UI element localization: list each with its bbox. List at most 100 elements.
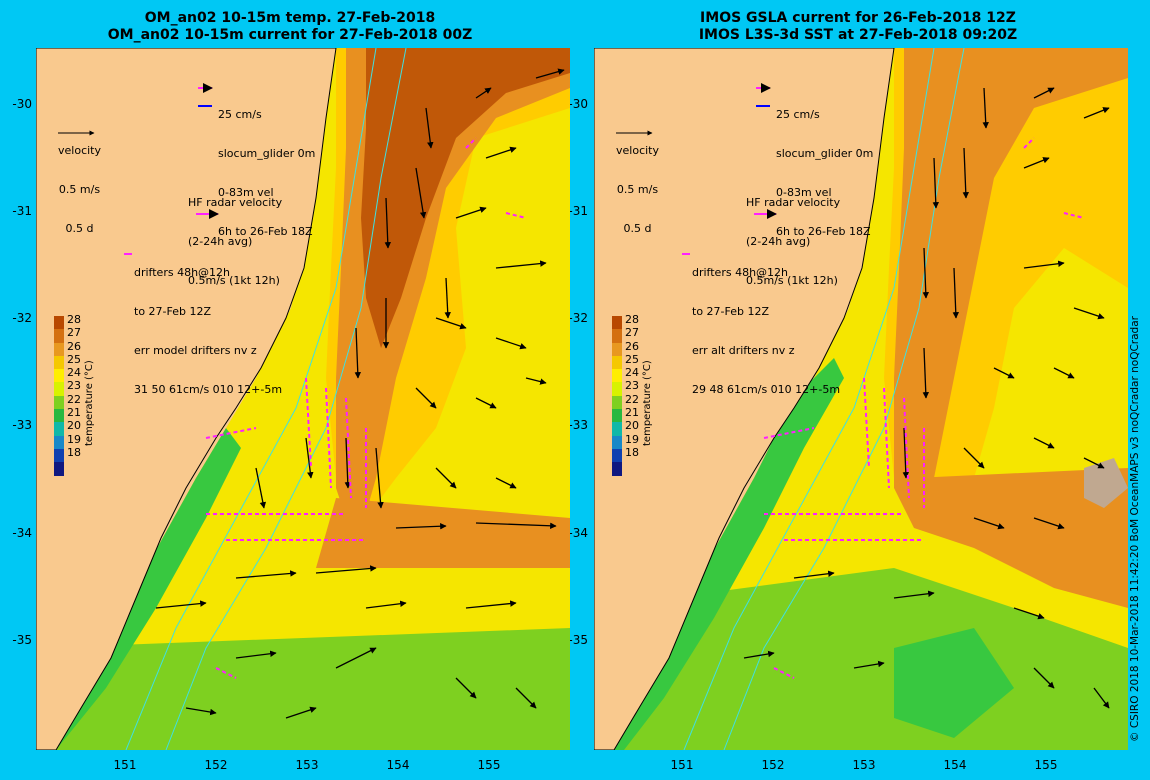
- colorbar-label: 24: [625, 366, 639, 380]
- drifter-tracks: [763, 137, 1085, 679]
- colorbar-label: 18: [625, 445, 639, 459]
- colorbar-label: 25: [625, 352, 639, 366]
- velocity-legend-line: 0.5 d: [65, 222, 94, 235]
- drifters-legend-line: drifters 48h@12h: [692, 266, 789, 279]
- glider-legend: 25 cm/s slocum_glider 0m 0-83m vel 6h to…: [776, 82, 873, 264]
- isobath-line: [125, 48, 377, 750]
- lat-label: -34: [12, 526, 32, 540]
- velocity-legend: velocity 0.5 m/s 0.5 d: [616, 118, 659, 261]
- colorbar-label: 19: [625, 432, 639, 446]
- right-ocean-map: [594, 48, 1128, 750]
- colorbar-label: 23: [625, 379, 639, 393]
- colorbar-labels: 28 27 26 25 24 23 22 21 20 19 18: [67, 313, 81, 459]
- lon-label: 151: [113, 758, 137, 772]
- drifters-legend-line: to 27-Feb 12Z: [692, 305, 770, 318]
- glider-legend-line: 6h to 26-Feb 18Z: [218, 225, 313, 238]
- lon-label: 152: [204, 758, 228, 772]
- glider-legend-line: 25 cm/s: [776, 108, 820, 121]
- current-arrows: [155, 68, 565, 719]
- temperature-colorbar: [612, 316, 622, 476]
- coastal-green: [594, 358, 844, 750]
- lat-label: -33: [568, 418, 588, 432]
- isobath-line: [165, 48, 407, 750]
- lat-label: -33: [12, 418, 32, 432]
- lon-label: 152: [761, 758, 785, 772]
- hot-core: [361, 48, 570, 348]
- lon-label: 154: [943, 758, 967, 772]
- colorbar-title: temperature (°C): [84, 360, 95, 446]
- hf-radar-legend-line: HF radar velocity: [188, 196, 283, 209]
- lat-label: -30: [568, 97, 588, 111]
- outflow-band: [914, 468, 1128, 608]
- hf-radar-legend: HF radar velocity (2-24h avg) 0.5m/s (1k…: [188, 170, 282, 313]
- drifter-tracks: [205, 137, 527, 679]
- lon-label: 153: [295, 758, 319, 772]
- velocity-legend-line: velocity: [58, 144, 101, 157]
- drifters-legend-line: to 27-Feb 12Z: [134, 305, 212, 318]
- colorbar-label: 26: [625, 339, 639, 353]
- lon-label: 154: [386, 758, 410, 772]
- colorbar-label: 21: [625, 406, 639, 420]
- right-title-line2: IMOS L3S-3d SST at 27-Feb-2018 09:20Z: [698, 27, 1018, 43]
- hf-radar-legend: HF radar velocity (2-24h avg) 0.5m/s (1k…: [746, 170, 840, 313]
- colorbar-label: 27: [625, 326, 639, 340]
- velocity-legend: velocity 0.5 m/s 0.5 d: [58, 118, 101, 261]
- hf-radar-legend-line: (2-24h avg): [188, 235, 253, 248]
- outflow-band: [316, 498, 570, 568]
- colorbar-label: 27: [67, 326, 81, 340]
- left-map-title: OM_an02 10-15m temp. 27-Feb-2018 OM_an02…: [10, 10, 570, 44]
- colorbar-label: 23: [67, 379, 81, 393]
- hf-radar-legend-line: HF radar velocity: [746, 196, 841, 209]
- lat-label: -34: [568, 526, 588, 540]
- isobath-line: [683, 48, 935, 750]
- colorbar-label: 18: [67, 445, 81, 459]
- lat-label: -35: [12, 633, 32, 647]
- velocity-legend-line: velocity: [616, 144, 659, 157]
- colorbar-label: 22: [625, 392, 639, 406]
- colorbar-label: 21: [67, 406, 81, 420]
- lat-label: -32: [12, 311, 32, 325]
- right-title-line1: IMOS GSLA current for 26-Feb-2018 12Z: [700, 10, 1016, 26]
- hf-radar-legend-line: 0.5m/s (1kt 12h): [188, 274, 280, 287]
- glider-legend-line: 6h to 26-Feb 18Z: [776, 225, 871, 238]
- coastline-land: [594, 48, 895, 750]
- left-title-line1: OM_an02 10-15m temp. 27-Feb-2018: [144, 10, 436, 26]
- lon-label: 151: [670, 758, 694, 772]
- lon-label: 155: [1034, 758, 1058, 772]
- glider-legend-line: slocum_glider 0m: [218, 147, 316, 160]
- velocity-legend-line: 0.5 d: [623, 222, 652, 235]
- drifters-legend-line: 31 50 61cm/s 010 12+-5m: [134, 383, 283, 396]
- lat-label: -35: [568, 633, 588, 647]
- lon-label: 153: [852, 758, 876, 772]
- drifters-legend: drifters 48h@12h to 27-Feb 12Z err alt d…: [692, 240, 840, 422]
- colorbar-title: temperature (°C): [642, 360, 653, 446]
- lat-label: -31: [568, 204, 588, 218]
- left-title-line2: OM_an02 10-15m current for 27-Feb-2018 0…: [107, 27, 473, 43]
- warm-core: [894, 48, 1128, 528]
- left-ocean-map: [36, 48, 570, 750]
- coastline-land: [36, 48, 337, 750]
- colorbar-labels: 28 27 26 25 24 23 22 21 20 19 18: [625, 313, 639, 459]
- glider-legend-line: 25 cm/s: [218, 108, 262, 121]
- colorbar-label: 20: [67, 419, 81, 433]
- lat-label: -31: [12, 204, 32, 218]
- lat-label: -32: [568, 311, 588, 325]
- colorbar-label: 22: [67, 392, 81, 406]
- colorbar-label: 20: [625, 419, 639, 433]
- right-map-panel: 25 cm/s slocum_glider 0m 0-83m vel 6h to…: [594, 48, 1128, 750]
- colorbar-label: 24: [67, 366, 81, 380]
- glider-legend-line: 0-83m vel: [218, 186, 274, 199]
- glider-legend-line: slocum_glider 0m: [776, 147, 874, 160]
- colorbar-label: 25: [67, 352, 81, 366]
- isobath-line: [723, 48, 965, 750]
- current-arrows: [743, 87, 1110, 709]
- glider-legend-line: 0-83m vel: [776, 186, 832, 199]
- glider-legend: 25 cm/s slocum_glider 0m 0-83m vel 6h to…: [218, 82, 315, 264]
- drifters-legend-line: drifters 48h@12h: [134, 266, 231, 279]
- hf-radar-legend-line: 0.5m/s (1kt 12h): [746, 274, 838, 287]
- cool-patch: [894, 628, 1014, 738]
- drifters-legend-line: err alt drifters nv z: [692, 344, 795, 357]
- velocity-legend-line: 0.5 m/s: [58, 183, 101, 196]
- drifters-legend: drifters 48h@12h to 27-Feb 12Z err model…: [134, 240, 282, 422]
- colorbar-label: 26: [67, 339, 81, 353]
